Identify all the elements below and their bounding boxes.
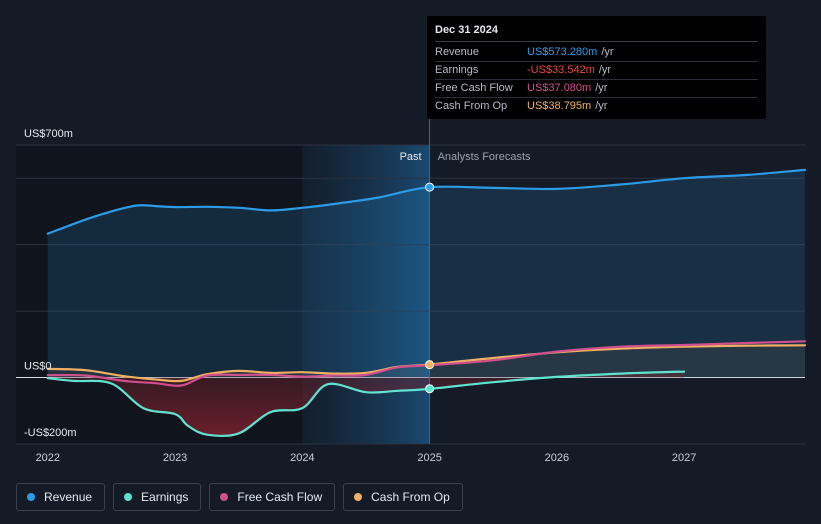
y-axis-label: -US$200m xyxy=(24,427,77,439)
legend-revenue[interactable]: Revenue xyxy=(16,483,106,511)
tooltip-label: Cash From Op xyxy=(435,100,508,112)
tooltip-unit: /yr xyxy=(595,82,608,94)
tooltip-row-revenue: Revenue US$573.280m /yr xyxy=(435,44,758,62)
legend-dot-icon xyxy=(354,493,363,501)
x-tick-label: 2024 xyxy=(290,452,314,464)
tooltip-row-free-cash-flow: Free Cash Flow US$37.080m /yr xyxy=(435,80,758,98)
tooltip-marker xyxy=(425,360,435,370)
legend-label: Cash From Op xyxy=(371,490,450,504)
legend-dot-icon xyxy=(124,493,133,501)
legend-label: Revenue xyxy=(44,490,93,504)
tooltip-value: US$37.080m xyxy=(527,82,592,94)
x-tick-label: 2027 xyxy=(672,452,696,464)
x-tick-label: 2025 xyxy=(417,452,441,464)
tooltip-date: Dec 31 2024 xyxy=(435,23,758,42)
chart-legend: Revenue Earnings Free Cash Flow Cash Fro… xyxy=(16,483,463,511)
past-highlight-region xyxy=(302,145,430,444)
tooltip-label: Earnings xyxy=(435,64,479,76)
cash-from-op-line xyxy=(46,344,807,383)
x-tick-label: 2023 xyxy=(163,452,187,464)
tooltip-label: Free Cash Flow xyxy=(435,82,513,94)
x-tick-label: 2026 xyxy=(545,452,569,464)
tooltip-value: -US$33.542m xyxy=(527,64,595,76)
earnings-area xyxy=(47,371,685,436)
tooltip-value: US$38.795m xyxy=(527,100,592,112)
legend-dot-icon xyxy=(27,493,35,501)
legend-label: Earnings xyxy=(141,490,189,504)
y-axis-label: US$700m xyxy=(24,128,73,140)
tooltip-marker xyxy=(425,182,435,192)
tooltip-unit: /yr xyxy=(601,46,614,58)
legend-earnings[interactable]: Earnings xyxy=(113,483,202,511)
tooltip-row-cash-from-op: Cash From Op US$38.795m /yr xyxy=(435,98,758,115)
free-cash-flow-line xyxy=(46,340,807,387)
legend-label: Free Cash Flow xyxy=(237,490,323,504)
forecast-label: Analysts Forecasts xyxy=(438,151,531,163)
tooltip-value: US$573.280m xyxy=(527,46,598,58)
earnings-line xyxy=(46,370,686,438)
legend-free-cash-flow[interactable]: Free Cash Flow xyxy=(209,483,336,511)
cash-from-op-area xyxy=(47,345,806,382)
tooltip-unit: /yr xyxy=(595,100,608,112)
past-label: Past xyxy=(400,151,422,163)
tooltip-label: Revenue xyxy=(435,46,480,58)
x-tick-label: 2022 xyxy=(36,452,60,464)
revenue-line xyxy=(46,168,807,235)
tooltip-marker xyxy=(425,384,435,394)
y-axis-label: US$0 xyxy=(24,361,52,373)
hover-tooltip: Dec 31 2024 Revenue US$573.280m /yr Earn… xyxy=(427,16,766,119)
legend-dot-icon xyxy=(220,493,229,501)
tooltip-unit: /yr xyxy=(598,64,612,76)
legend-cash-from-op[interactable]: Cash From Op xyxy=(343,483,463,511)
tooltip-row-earnings: Earnings -US$33.542m /yr xyxy=(435,62,758,80)
revenue-area xyxy=(47,169,806,378)
